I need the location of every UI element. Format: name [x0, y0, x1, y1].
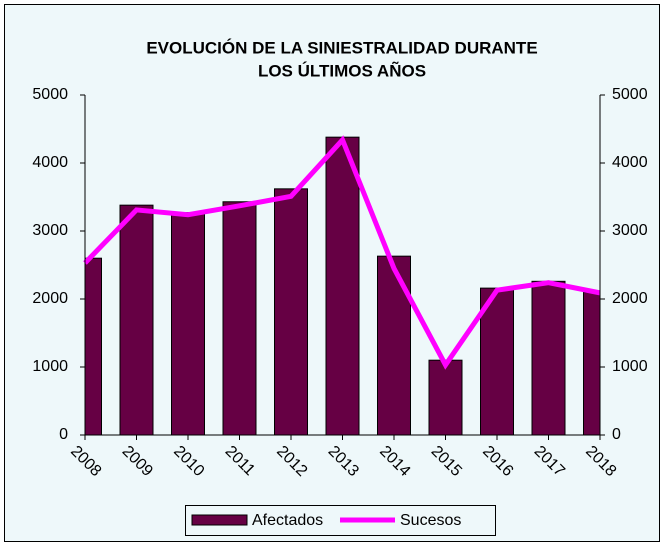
bar	[171, 212, 205, 435]
y-tick-label: 0	[59, 426, 68, 443]
bar	[222, 201, 257, 435]
bar	[119, 204, 154, 435]
bar	[583, 291, 600, 435]
bar	[428, 359, 463, 435]
bar	[480, 287, 514, 435]
y-tick-label: 4000	[32, 154, 68, 171]
bar	[85, 257, 102, 435]
y2-tick-label: 4000	[612, 154, 648, 171]
bar	[531, 280, 566, 435]
legend-swatch	[191, 514, 248, 526]
y2-tick-label: 5000	[612, 86, 648, 103]
y-tick-label: 2000	[32, 290, 68, 307]
bar	[274, 188, 308, 435]
plot-area	[85, 136, 600, 435]
legend-label: Sucesos	[400, 512, 461, 529]
chart-title: LOS ÚLTIMOS AÑOS	[258, 60, 426, 80]
y-tick-label: 5000	[32, 86, 68, 103]
bar	[377, 255, 411, 435]
y2-tick-label: 3000	[612, 222, 648, 239]
y2-tick-label: 0	[612, 426, 621, 443]
y2-tick-label: 1000	[612, 358, 648, 375]
chart-title: EVOLUCIÓN DE LA SINIESTRALIDAD DURANTE	[146, 38, 537, 57]
line-series	[83, 135, 601, 370]
y-tick-label: 1000	[32, 358, 68, 375]
y-tick-label: 3000	[32, 222, 68, 239]
y2-tick-label: 2000	[612, 290, 648, 307]
legend-label: Afectados	[252, 512, 323, 529]
bar	[325, 136, 360, 435]
